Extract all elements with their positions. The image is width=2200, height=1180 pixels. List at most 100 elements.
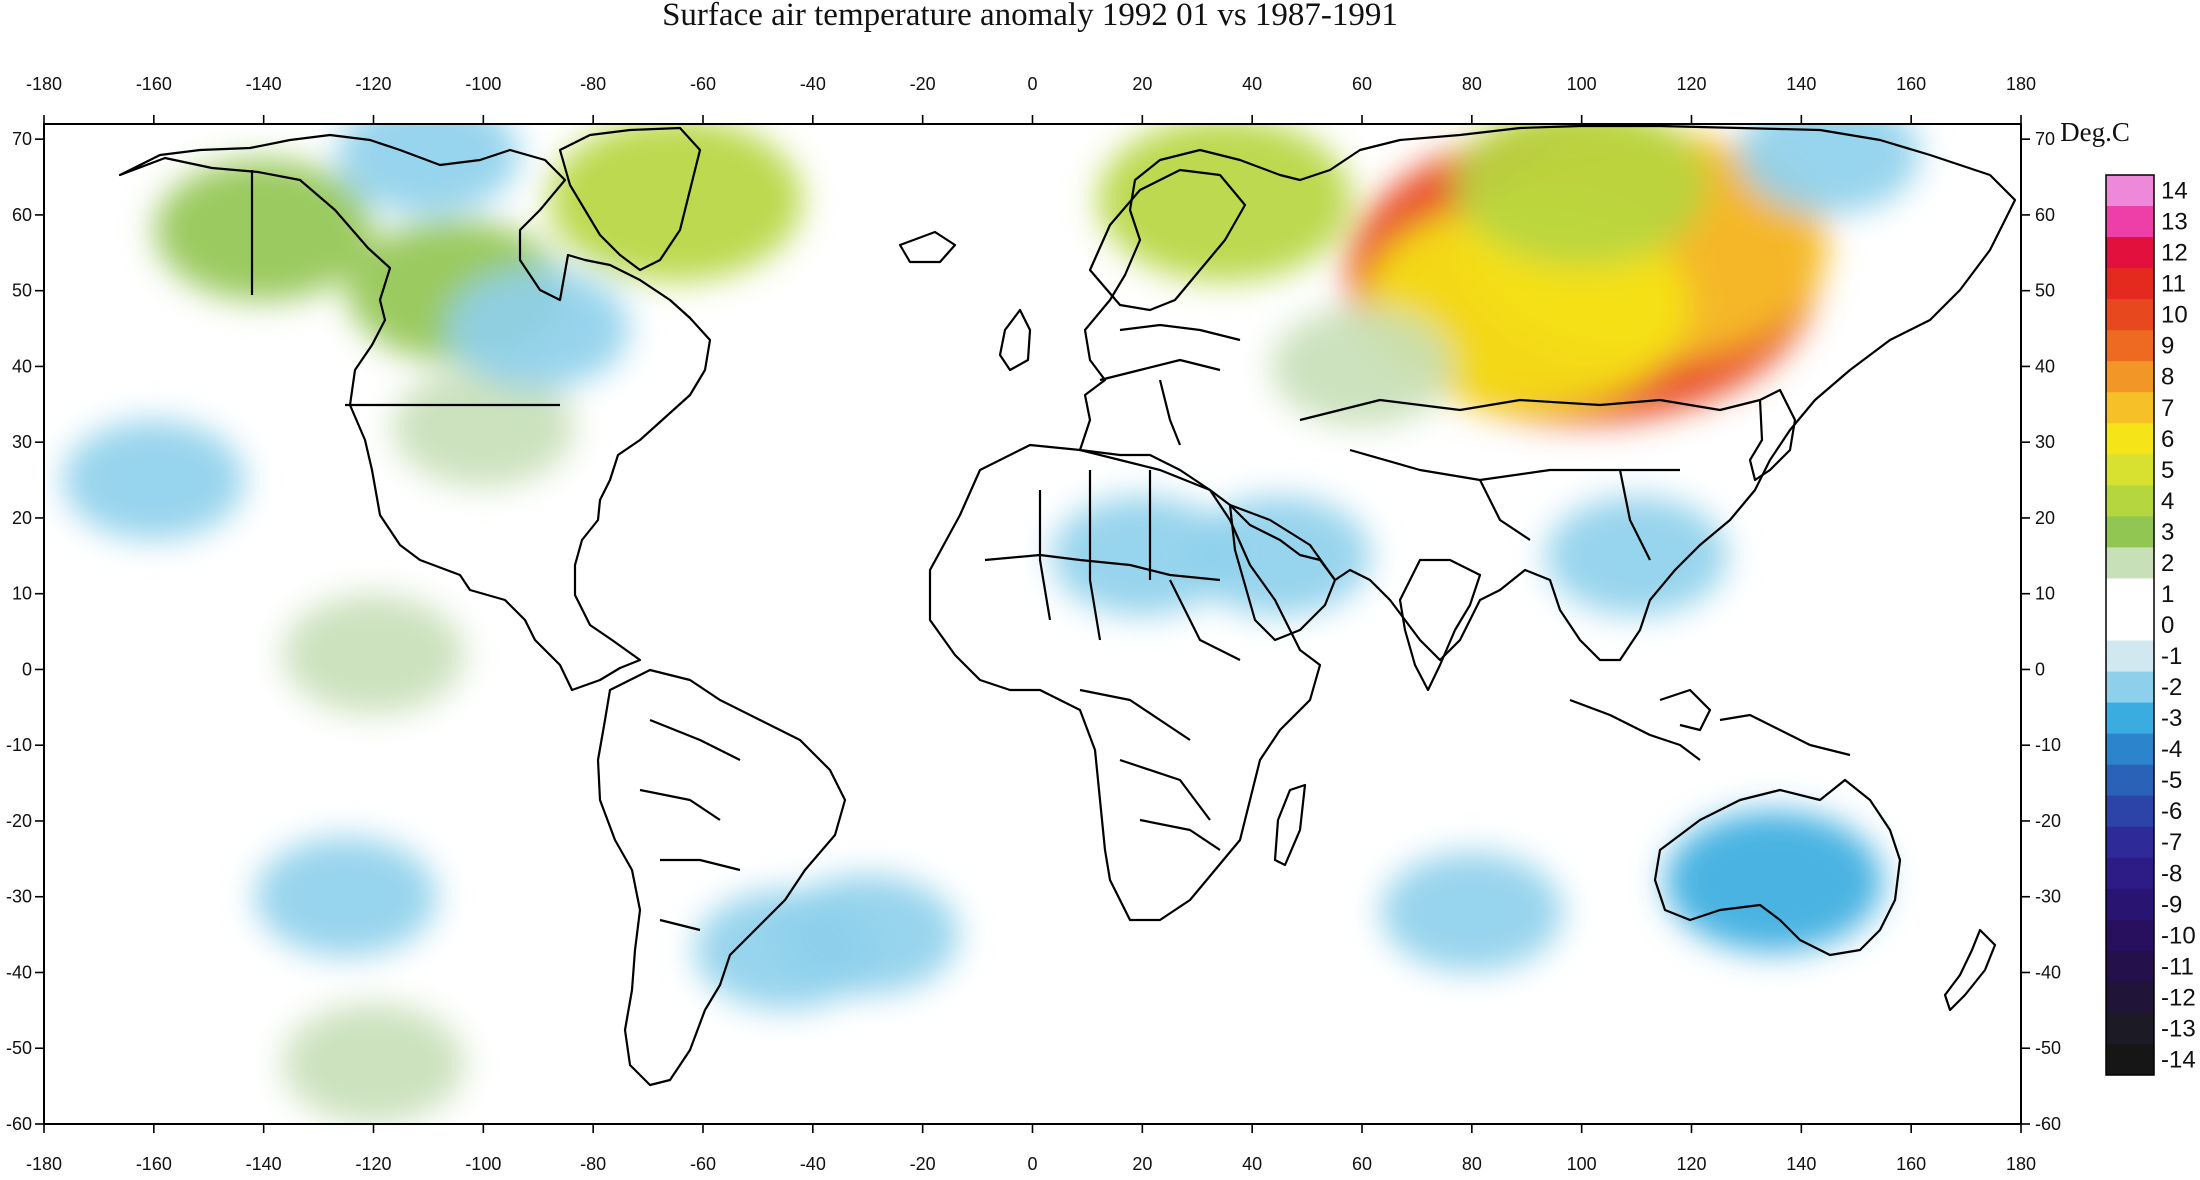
colorbar-label: -4 <box>2161 736 2182 763</box>
colorbar-label: 8 <box>2161 364 2174 391</box>
colorbar-label: -3 <box>2161 705 2182 732</box>
colorbar-swatch-7 <box>2106 392 2154 424</box>
colorbar-label: -2 <box>2161 674 2182 701</box>
colorbar-label: 11 <box>2161 271 2186 298</box>
x-tick-label-top: -140 <box>246 74 282 94</box>
colorbar-label: 9 <box>2161 333 2174 360</box>
colorbar-swatch-14 <box>2106 609 2154 642</box>
x-tick-label-top: 80 <box>1462 74 1482 94</box>
x-tick-label-bottom: -120 <box>355 1154 391 1174</box>
coastline-south-america <box>596 668 847 1087</box>
map-area <box>44 124 2021 1124</box>
colorbar-label: 2 <box>2161 550 2174 577</box>
colorbar-label: 5 <box>2161 457 2174 484</box>
anomaly-region-24 <box>62 420 245 541</box>
coastline-madagascar <box>1273 783 1307 867</box>
x-tick-label-bottom: 100 <box>1567 1154 1597 1174</box>
colorbar-label: 7 <box>2161 395 2174 422</box>
coastline-japan <box>1748 388 1797 482</box>
y-tick-label-left: -40 <box>6 962 32 982</box>
colorbar-swatch-2 <box>2106 237 2154 269</box>
anomaly-region-11 <box>282 1003 465 1124</box>
colorbar-label: -7 <box>2161 829 2182 856</box>
y-tick-label-right: 60 <box>2035 205 2055 225</box>
colorbar-swatch-6 <box>2106 361 2154 393</box>
anomaly-region-3 <box>1454 124 1709 267</box>
country-borders-south-america <box>639 718 741 932</box>
y-tick-label-left: 0 <box>22 659 32 679</box>
y-tick-label-left: 20 <box>12 508 32 528</box>
x-tick-label-top: 20 <box>1132 74 1152 94</box>
colorbar-swatch-3 <box>2106 268 2154 300</box>
x-tick-label-top: -120 <box>355 74 391 94</box>
colorbar-swatch-0 <box>2106 175 2154 207</box>
x-tick-label-bottom: 180 <box>2006 1154 2036 1174</box>
x-tick-label-top: 160 <box>1896 74 1926 94</box>
coastline-uk <box>998 308 1032 372</box>
colorbar-labels: 14131211109876543210-1-2-3-4-5-6-7-8-9-1… <box>2161 178 2196 1074</box>
x-tick-label-bottom: -60 <box>690 1154 716 1174</box>
anomaly-region-13 <box>630 711 776 810</box>
y-tick-label-right: 0 <box>2035 659 2045 679</box>
y-tick-label-right: -20 <box>2035 811 2061 831</box>
colorbar-label: 13 <box>2161 209 2188 236</box>
colorbar-label: 10 <box>2161 302 2188 329</box>
axis-tick-labels: -180-180-160-160-140-140-120-120-100-100… <box>6 74 2061 1174</box>
x-tick-label-bottom: 140 <box>1786 1154 1816 1174</box>
x-tick-label-bottom: -20 <box>910 1154 936 1174</box>
colorbar-swatch-23 <box>2106 888 2154 921</box>
y-tick-label-right: 40 <box>2035 356 2055 376</box>
x-tick-label-bottom: -40 <box>800 1154 826 1174</box>
x-tick-label-top: 180 <box>2006 74 2036 94</box>
x-tick-label-top: -20 <box>910 74 936 94</box>
colorbar-swatch-4 <box>2106 299 2154 331</box>
anomaly-region-6 <box>154 159 373 302</box>
anomaly-region-4 <box>1097 124 1352 282</box>
colorbar-swatch-25 <box>2106 950 2154 983</box>
x-tick-label-top: 0 <box>1027 74 1037 94</box>
colorbar-label: 12 <box>2161 240 2188 267</box>
colorbar-swatch-10 <box>2106 485 2154 517</box>
coastline-africa <box>928 443 1322 922</box>
y-tick-label-left: 40 <box>12 356 32 376</box>
colorbar-swatch-20 <box>2106 795 2154 828</box>
anomaly-region-21 <box>447 268 630 389</box>
country-borders-asia <box>1299 398 1761 561</box>
colorbar-swatches <box>2106 175 2154 1076</box>
x-tick-label-bottom: 0 <box>1027 1154 1037 1174</box>
anomaly-region-8 <box>392 367 575 488</box>
colorbar-label: -12 <box>2161 984 2196 1011</box>
y-tick-label-left: -10 <box>6 735 32 755</box>
colorbar-label: -10 <box>2161 922 2196 949</box>
colorbar-swatch-27 <box>2106 1012 2154 1045</box>
x-tick-label-top: -60 <box>690 74 716 94</box>
y-tick-label-left: 30 <box>12 432 32 452</box>
colorbar-label: -14 <box>2161 1046 2196 1073</box>
coastline-new-zealand <box>1943 928 1997 1012</box>
colorbar-swatch-13 <box>2106 578 2154 610</box>
x-tick-label-top: 60 <box>1352 74 1372 94</box>
colorbar-swatch-22 <box>2106 857 2154 890</box>
x-tick-label-bottom: 80 <box>1462 1154 1482 1174</box>
x-tick-label-bottom: 120 <box>1676 1154 1706 1174</box>
x-tick-label-top: 140 <box>1786 74 1816 94</box>
colorbar-label: 3 <box>2161 519 2174 546</box>
y-tick-label-left: -20 <box>6 811 32 831</box>
anomaly-region-5 <box>548 124 803 282</box>
colorbar-label: -9 <box>2161 891 2182 918</box>
anomaly-region-10 <box>282 594 465 715</box>
y-tick-label-right: 10 <box>2035 584 2055 604</box>
colorbar: Deg.C 14131211109876543210-1-2-3-4-5-6-7… <box>2060 117 2196 1076</box>
anomaly-region-23 <box>337 124 520 215</box>
anomaly-region-16 <box>1545 495 1728 616</box>
coastline-greenland <box>558 126 702 272</box>
colorbar-swatch-11 <box>2106 516 2154 548</box>
x-tick-label-top: -180 <box>26 74 62 94</box>
colorbar-label: -11 <box>2161 953 2194 980</box>
colorbar-swatch-1 <box>2106 206 2154 238</box>
coastline-india <box>1398 558 1482 692</box>
x-tick-label-top: 40 <box>1242 74 1262 94</box>
colorbar-label: -6 <box>2161 798 2182 825</box>
x-tick-label-bottom: -100 <box>465 1154 501 1174</box>
colorbar-swatch-12 <box>2106 547 2154 579</box>
